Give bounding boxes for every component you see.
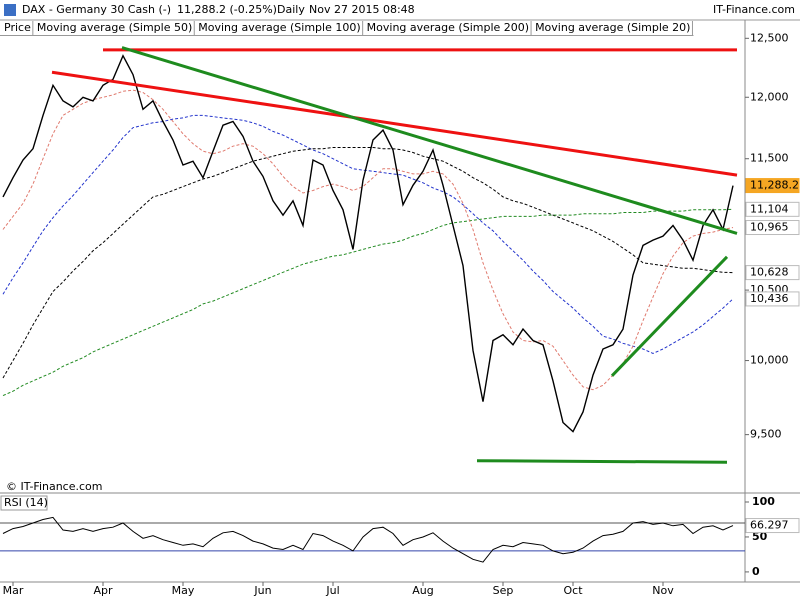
x-tick-label: May: [172, 584, 195, 597]
x-tick-label: Nov: [652, 584, 674, 597]
legend-entry: Moving average (Simple 20): [535, 21, 690, 34]
value-tag: 66.297: [750, 519, 789, 532]
x-tick-label: Mar: [3, 584, 24, 597]
source: IT-Finance.com: [713, 3, 795, 16]
value-tag-box: [745, 291, 800, 307]
x-tick-label: Apr: [93, 584, 113, 597]
series-line: [2, 516, 734, 563]
x-tick-label: Jul: [325, 584, 339, 597]
y-tick-label: 0: [752, 565, 760, 578]
y-tick-label: 10,000: [750, 354, 789, 367]
legend-entry: Moving average (Simple 50): [37, 21, 192, 34]
logo-icon: [4, 4, 16, 16]
x-tick-label: Sep: [493, 584, 514, 597]
trendline: [610, 255, 729, 377]
instrument-title: DAX - Germany 30 Cash (-): [22, 3, 171, 16]
x-tick-label: Oct: [563, 584, 583, 597]
value-tag: 10,965: [750, 221, 789, 234]
value-tag-box: [745, 201, 800, 217]
value-tag: 11,288.2: [750, 179, 799, 192]
copyright: © IT-Finance.com: [6, 480, 103, 493]
trendline: [121, 46, 738, 235]
x-tick-label: Jun: [253, 584, 271, 597]
legend-entry: Price: [4, 21, 31, 34]
legend-entry: Moving average (Simple 200): [367, 21, 529, 34]
y-tick-label: 12,500: [750, 31, 789, 44]
interval: Daily: [277, 3, 305, 16]
series-line: [2, 89, 734, 391]
trendline: [51, 70, 738, 177]
series-line: [2, 147, 734, 379]
y-tick-label: 50: [752, 530, 768, 543]
value-tag: 10,436: [750, 292, 789, 305]
series-line: [2, 114, 734, 354]
price-panel: [2, 46, 738, 464]
value-tag: 11,104: [750, 202, 789, 215]
quote: 11,288.2 (-0.25%): [177, 3, 277, 16]
value-tag-box: [745, 265, 800, 281]
value-tag-box: [745, 220, 800, 236]
rsi-panel: [0, 516, 745, 563]
rsi-title-box: [0, 495, 48, 511]
rsi-title: RSI (14): [4, 496, 48, 509]
overlay: 9,50010,00010,50011,50012,00012,50005010…: [3, 31, 800, 597]
series-line: [2, 208, 734, 397]
y-tick-label: 12,000: [750, 90, 789, 103]
timestamp: Nov 27 2015 08:48: [309, 3, 415, 16]
legend-entry: Moving average (Simple 100): [198, 21, 360, 34]
value-tag-box: [745, 518, 800, 534]
x-tick-label: Aug: [412, 584, 433, 597]
value-tag: 10,628: [750, 266, 789, 279]
value-tag-box: [745, 178, 800, 194]
series-line: [2, 54, 734, 433]
trendline: [476, 459, 728, 464]
y-tick-label: 11,500: [750, 152, 789, 165]
legend: Price Moving average (Simple 50) Moving av…: [0, 21, 694, 36]
y-tick-label: 100: [752, 495, 775, 508]
y-tick-label: 9,500: [750, 428, 782, 441]
